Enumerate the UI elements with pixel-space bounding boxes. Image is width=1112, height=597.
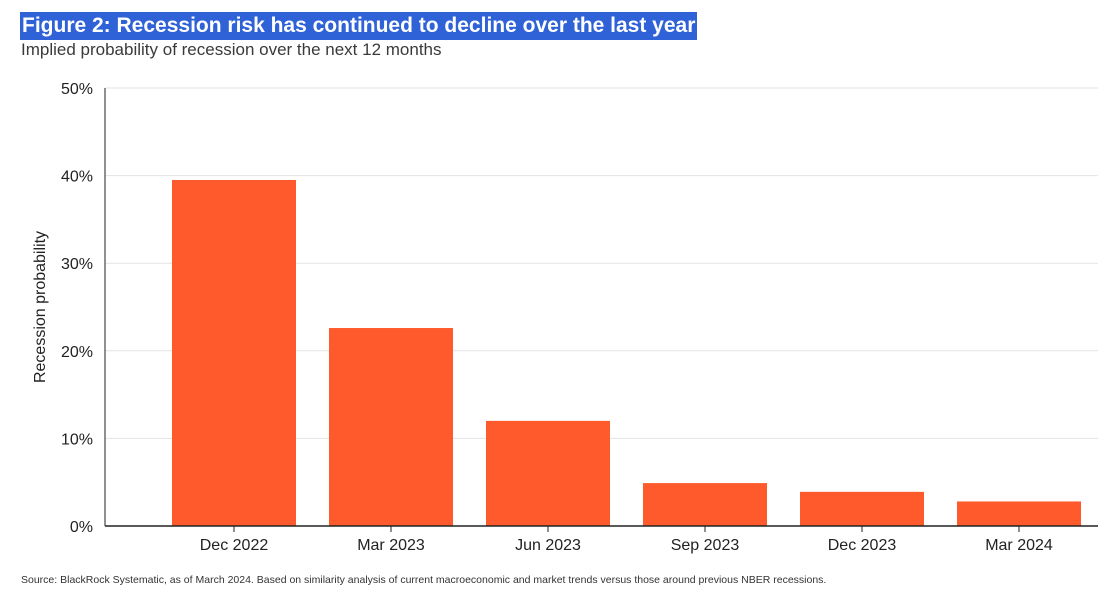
source-note: Source: BlackRock Systematic, as of Marc…	[21, 574, 827, 586]
chart-subtitle: Implied probability of recession over th…	[21, 40, 442, 59]
x-tick-label: Dec 2022	[200, 537, 269, 554]
bar	[643, 483, 767, 526]
y-tick-label: 30%	[61, 256, 93, 273]
bars	[172, 179, 1081, 527]
y-axis-title: Recession probability	[32, 231, 49, 383]
x-tick-label: Mar 2023	[357, 537, 425, 554]
bar	[957, 501, 1081, 526]
x-tick-label: Sep 2023	[671, 537, 740, 554]
y-tick-label: 10%	[61, 431, 93, 448]
x-tick-label: Dec 2023	[828, 537, 897, 554]
bar	[800, 491, 924, 526]
bar	[329, 328, 453, 526]
y-tick-label: 40%	[61, 169, 93, 186]
y-tick-label: 20%	[61, 344, 93, 361]
bar-chart: 0% 10% 20% 30% 40% 50% Dec 2022 Mar 2023 Jun 20…	[32, 81, 1098, 554]
x-tick-labels: Dec 2022 Mar 2023 Jun 2023 Sep 2023 Dec 2023…	[200, 526, 1053, 554]
x-tick-label: Jun 2023	[515, 537, 581, 554]
y-tick-label: 50%	[61, 81, 93, 98]
bar	[486, 420, 610, 526]
x-tick-label: Mar 2024	[985, 537, 1053, 554]
y-tick-label: 0%	[70, 519, 93, 536]
bar	[172, 179, 296, 527]
chart-title: Figure 2: Recession risk has continued t…	[20, 12, 698, 40]
y-tick-labels: 0% 10% 20% 30% 40% 50%	[61, 81, 93, 536]
